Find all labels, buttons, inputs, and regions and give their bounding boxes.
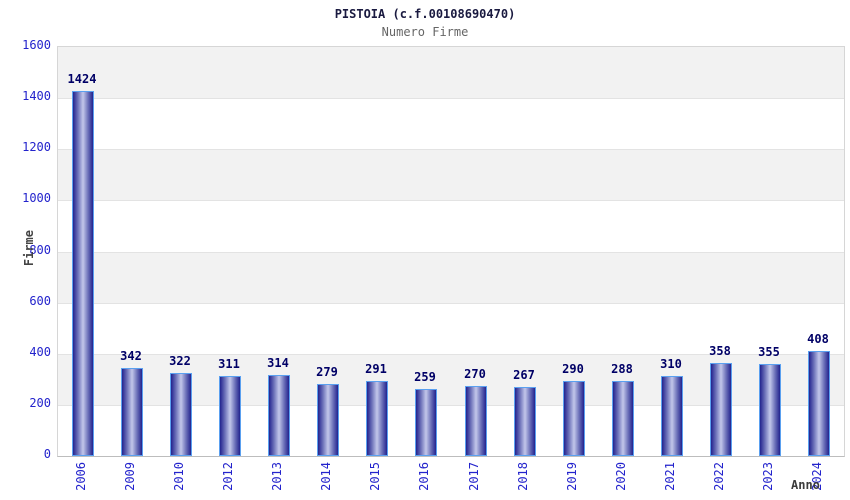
- plot-band: [58, 251, 844, 303]
- x-axis-tick-label: 2015: [368, 462, 382, 491]
- plot-band: [58, 47, 844, 99]
- plot-area: [57, 46, 845, 457]
- gridline: [58, 405, 844, 406]
- bar-value-label: 288: [611, 362, 633, 376]
- bar-value-label: 267: [513, 368, 535, 382]
- bar-2018: [514, 387, 536, 456]
- y-axis-tick-label: 200: [29, 396, 51, 410]
- bar-value-label: 311: [218, 357, 240, 371]
- y-axis-tick-label: 1600: [22, 38, 51, 52]
- bar-2013: [268, 375, 290, 456]
- x-axis-tick-label: 2019: [565, 462, 579, 491]
- y-axis-title: Firme: [22, 230, 36, 267]
- bar-2022: [710, 363, 732, 456]
- x-axis-tick-label: 2006: [74, 462, 88, 491]
- x-axis-tick-label: 2013: [270, 462, 284, 491]
- bar-value-label: 342: [120, 349, 142, 363]
- x-axis-tick-label: 2010: [172, 462, 186, 491]
- bar-value-label: 291: [365, 362, 387, 376]
- gridline: [58, 252, 844, 253]
- plot-band: [58, 149, 844, 201]
- bar-2023: [759, 364, 781, 456]
- gridline: [58, 149, 844, 150]
- bar-2017: [465, 386, 487, 456]
- bar-value-label: 355: [758, 345, 780, 359]
- bar-2019: [563, 381, 585, 456]
- plot-band: [58, 200, 844, 252]
- gridline: [58, 98, 844, 99]
- bar-2016: [415, 389, 437, 456]
- chart-subtitle: Numero Firme: [381, 25, 469, 39]
- bar-value-label: 322: [169, 354, 191, 368]
- x-axis-tick-label: 2014: [319, 462, 333, 491]
- bar-value-label: 1424: [67, 72, 97, 86]
- x-axis-tick-label: 2018: [516, 462, 530, 491]
- bar-2020: [612, 381, 634, 456]
- x-axis-tick-label: 2009: [123, 462, 137, 491]
- y-axis-tick-label: 800: [29, 243, 51, 257]
- x-axis-tick-label: 2023: [761, 462, 775, 491]
- bar-value-label: 358: [709, 344, 731, 358]
- bar-2024: [808, 351, 830, 456]
- y-axis-tick-label: 1200: [22, 140, 51, 154]
- bar-2006: [72, 91, 94, 456]
- x-axis-tick-label: 2022: [712, 462, 726, 491]
- y-axis-tick-label: 400: [29, 345, 51, 359]
- x-axis-tick-label: 2017: [467, 462, 481, 491]
- plot-band: [58, 98, 844, 150]
- y-axis-tick-label: 1400: [22, 89, 51, 103]
- bar-value-label: 314: [267, 356, 289, 370]
- y-axis-tick-label: 1000: [22, 191, 51, 205]
- bar-2015: [366, 381, 388, 456]
- gridline: [58, 200, 844, 201]
- x-axis-title: Anno: [791, 478, 820, 492]
- bar-2010: [170, 373, 192, 456]
- chart-title: PISTOIA (c.f.00108690470): [334, 7, 516, 21]
- x-axis-tick-label: 2021: [663, 462, 677, 491]
- bar-value-label: 270: [464, 367, 486, 381]
- bar-2014: [317, 384, 339, 456]
- bar-value-label: 408: [807, 332, 829, 346]
- x-axis-tick-label: 2016: [417, 462, 431, 491]
- bar-2012: [219, 376, 241, 456]
- bar-value-label: 290: [562, 362, 584, 376]
- bar-value-label: 310: [660, 357, 682, 371]
- x-axis-tick-label: 2020: [614, 462, 628, 491]
- y-axis-tick-label: 600: [29, 294, 51, 308]
- bar-2021: [661, 376, 683, 456]
- y-axis-tick-label: 0: [43, 447, 51, 461]
- bar-value-label: 259: [414, 370, 436, 384]
- gridline: [58, 303, 844, 304]
- bar-value-label: 279: [316, 365, 338, 379]
- x-axis-tick-label: 2012: [221, 462, 235, 491]
- bar-2009: [121, 368, 143, 456]
- gridline: [58, 354, 844, 355]
- plot-band: [58, 302, 844, 354]
